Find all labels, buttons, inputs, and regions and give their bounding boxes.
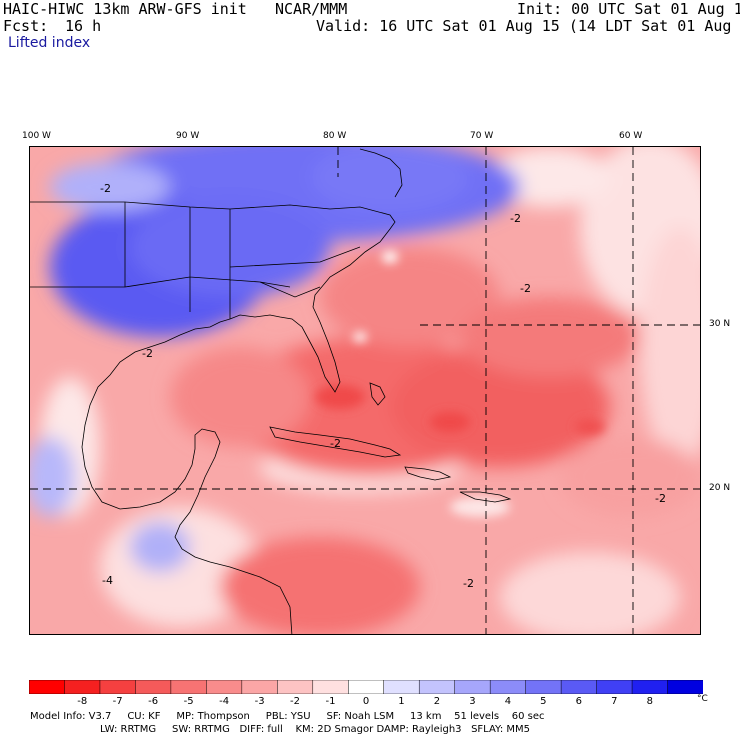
color-bar-segment bbox=[383, 680, 420, 694]
lat-label-20n: 20 N bbox=[709, 483, 731, 493]
color-bar-tick-label: 3 bbox=[469, 696, 476, 707]
color-bar-tick-label: 5 bbox=[540, 696, 547, 707]
model-title: HAIC-HIWC 13km ARW-GFS init bbox=[3, 0, 247, 18]
color-bar-tick-label: -6 bbox=[148, 696, 159, 707]
color-bar-tick-label: -7 bbox=[112, 696, 123, 707]
contour-label: -2 bbox=[100, 182, 111, 195]
lifted-index-map: -2 -2 -2 -2 -2 -4 -2 -2 bbox=[29, 146, 701, 635]
field-name: Lifted index bbox=[8, 35, 91, 51]
color-bar-segment bbox=[312, 680, 350, 694]
valid-time: Valid: 16 UTC Sat 01 Aug 15 (14 LDT Sat … bbox=[316, 17, 740, 35]
lifted-index-field bbox=[30, 147, 700, 634]
color-bar-tick-label: 6 bbox=[575, 696, 583, 707]
color-bar-segment bbox=[277, 680, 314, 694]
color-bar-segment bbox=[631, 680, 669, 694]
small-cells bbox=[315, 251, 605, 517]
color-bar-segment bbox=[99, 680, 137, 694]
lon-label-90w: 90 W bbox=[176, 131, 200, 141]
init-time: Init: 00 UTC Sat 01 Aug 15 bbox=[517, 0, 740, 18]
color-bar-segment bbox=[489, 680, 527, 694]
color-bar-segment bbox=[170, 680, 208, 694]
contour-label: -2 bbox=[463, 577, 474, 590]
coastlines bbox=[30, 148, 512, 634]
color-bar-segment bbox=[135, 680, 172, 694]
color-bar-segment bbox=[596, 680, 633, 694]
color-bar-tick-label: 4 bbox=[504, 696, 512, 707]
color-bar-segment bbox=[206, 680, 243, 694]
color-bar-unit: °C bbox=[697, 694, 708, 704]
model-info-line1: Model Info: V3.7 CU: KF MP: Thompson PBL… bbox=[30, 711, 545, 722]
model-info-line2: LW: RRTMG SW: RRTMG DIFF: full KM: 2D Sm… bbox=[100, 724, 530, 735]
color-bar-segment bbox=[64, 680, 101, 694]
lat-lon-grid bbox=[30, 147, 700, 634]
color-bar-tick-label: 2 bbox=[433, 696, 441, 707]
color-bar-tick-label: -4 bbox=[219, 696, 230, 707]
color-bar-segment bbox=[560, 680, 598, 694]
lon-label-80w: 80 W bbox=[323, 131, 347, 141]
color-bar-tick-label: -8 bbox=[77, 696, 88, 707]
color-bar-segment bbox=[418, 680, 456, 694]
color-bar-tick-label: -5 bbox=[183, 696, 194, 707]
contour-label: -4 bbox=[102, 574, 113, 587]
map-canvas: -2 -2 -2 -2 -2 -4 -2 -2 bbox=[30, 147, 700, 634]
contour-label: -2 bbox=[655, 492, 666, 505]
contour-label: -2 bbox=[330, 437, 341, 450]
contour-label: -2 bbox=[510, 212, 521, 225]
lon-label-100w: 100 W bbox=[22, 131, 51, 141]
color-bar-tick-label: 8 bbox=[646, 696, 653, 707]
color-bar-tick-label: -2 bbox=[290, 696, 301, 707]
color-bar-segment bbox=[454, 680, 491, 694]
color-bar-tick-label: 7 bbox=[611, 696, 618, 707]
color-bar-segment bbox=[29, 680, 66, 694]
contour-label: -2 bbox=[520, 282, 531, 295]
color-bar-tick-label: -3 bbox=[254, 696, 265, 707]
forecast-hour: 16 h bbox=[65, 17, 102, 35]
lat-label-30n: 30 N bbox=[709, 319, 731, 329]
contour-label: -2 bbox=[142, 347, 153, 360]
color-bar-tick-label: 0 bbox=[362, 696, 370, 707]
color-bar-segment bbox=[525, 680, 562, 694]
contour-labels: -2 -2 -2 -2 -2 -4 -2 -2 bbox=[100, 182, 666, 590]
color-bar-segment bbox=[241, 680, 279, 694]
organization: NCAR/MMM bbox=[275, 0, 348, 18]
color-bar bbox=[29, 680, 703, 694]
lon-label-60w: 60 W bbox=[619, 131, 643, 141]
color-bar-segment bbox=[667, 680, 703, 694]
color-bar-segment bbox=[348, 680, 385, 694]
lon-label-70w: 70 W bbox=[470, 131, 494, 141]
forecast-label: Fcst: bbox=[3, 17, 49, 35]
color-bar-tick-label: 1 bbox=[398, 696, 405, 707]
color-bar-tick-label: -1 bbox=[325, 696, 336, 707]
